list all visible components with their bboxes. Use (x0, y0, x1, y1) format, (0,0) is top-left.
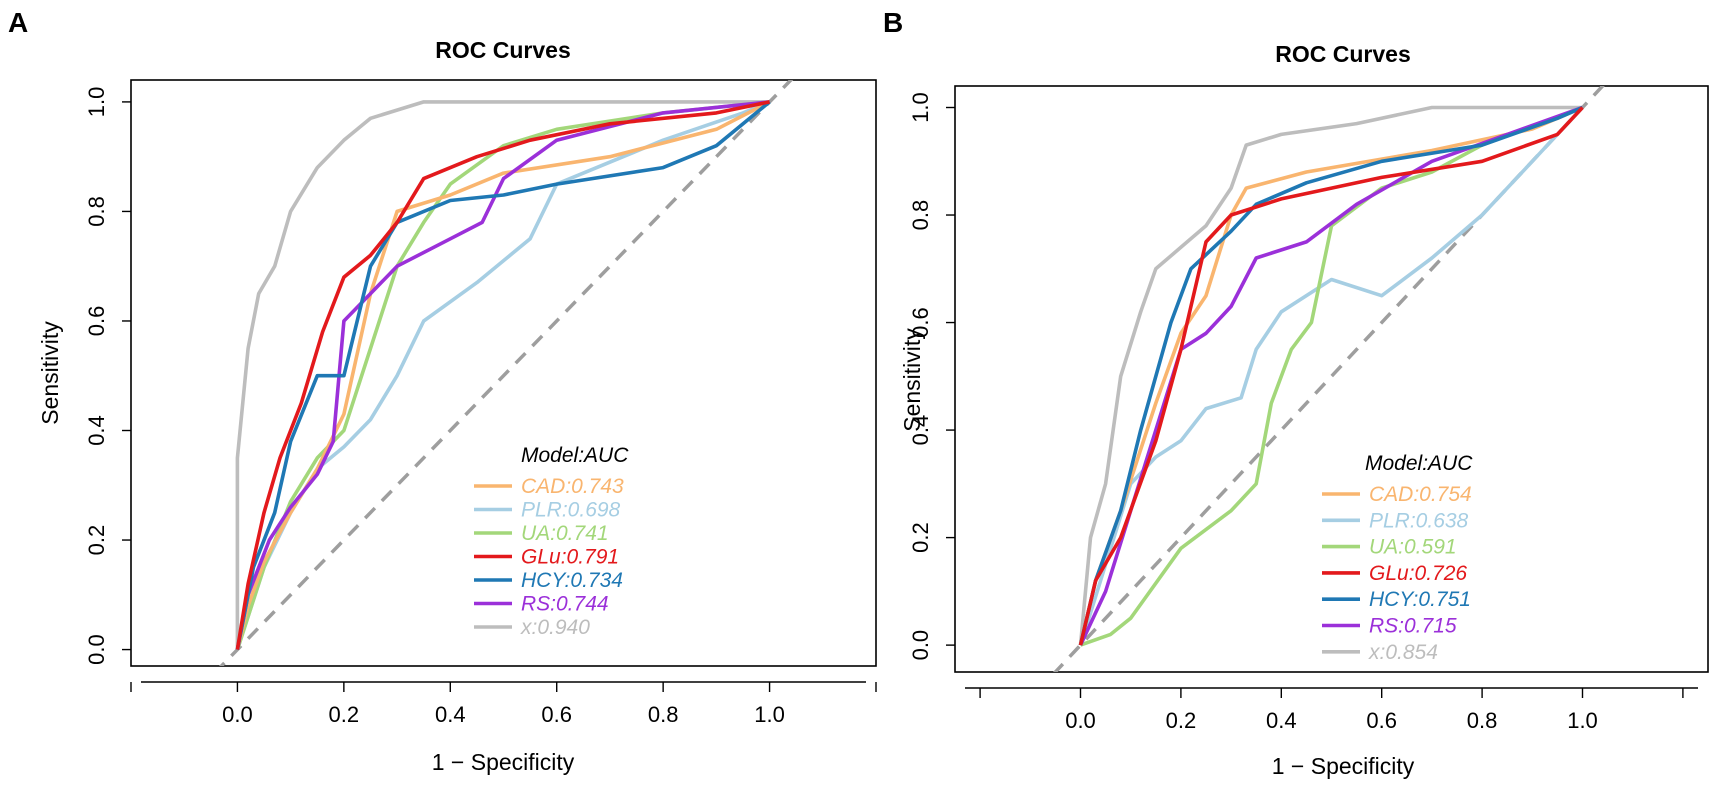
panel-a-curve-rs (235, 100, 770, 650)
panel-a-ytick-label: 0.2 (84, 525, 109, 556)
panel-b-label: B (883, 7, 903, 38)
panel-a-curve-x (235, 100, 770, 650)
panel-b-xtick-label: 0.8 (1467, 708, 1498, 733)
panel-b-ytick-label: 0.0 (908, 630, 933, 661)
panel-a-legend-label-glu: GLu:0.791 (521, 546, 619, 569)
panel-a-xtick-label: 1.0 (754, 702, 785, 727)
panel-a-ytick-label: 0.8 (84, 196, 109, 227)
panel-a-title: ROC Curves (435, 37, 570, 63)
panel-a-label: A (8, 7, 28, 38)
panel-b: B ROC Curves 1 − Specificity Sensitivity… (883, 7, 1709, 779)
panel-a-xtick-label: 0.8 (648, 702, 679, 727)
panel-a-xlabel: 1 − Specificity (432, 749, 575, 775)
panel-b-xticks: 0.0 0.2 0.4 0.6 0.8 1.0 (965, 687, 1698, 733)
panel-a-legend-label-rs: RS:0.744 (521, 593, 609, 616)
panel-a-legend-title: Model:AUC (521, 444, 629, 467)
panel-a-reference-diagonal (219, 80, 794, 666)
panel-a-ytick-label: 0.0 (84, 634, 109, 665)
panel-b-legend-label-ua: UA:0.591 (1369, 536, 1457, 559)
panel-b-legend-label-hcy: HCY:0.751 (1369, 588, 1471, 611)
panel-b-ytick-label: 1.0 (908, 92, 933, 123)
panel-b-ytick-label: 0.8 (908, 200, 933, 231)
panel-a: A ROC Curves 1 − Specificity Sensitivity… (8, 7, 877, 775)
panel-b-curve-x (1078, 105, 1583, 646)
panel-b-plot-frame (954, 85, 1709, 673)
panel-b-legend-label-x: x:0.854 (1368, 641, 1438, 664)
panel-a-ytick-label: 1.0 (84, 87, 109, 118)
panel-a-curves (219, 80, 794, 666)
panel-b-curve-glu (1078, 106, 1584, 646)
panel-b-xlabel: 1 − Specificity (1272, 753, 1415, 779)
panel-b-legend-label-rs: RS:0.715 (1369, 615, 1457, 638)
panel-b-ylabel: Sensitivity (899, 328, 925, 432)
panel-b-xtick-label: 1.0 (1567, 708, 1598, 733)
panel-b-xtick-label: 0.2 (1166, 708, 1197, 733)
panel-a-ylabel: Sensitivity (37, 321, 63, 425)
panel-b-xtick-label: 0.6 (1366, 708, 1397, 733)
panel-a-legend-label-x: x:0.940 (520, 616, 590, 639)
panel-b-xtick-label: 0.0 (1065, 708, 1096, 733)
panel-b-legend-label-cad: CAD:0.754 (1369, 483, 1472, 506)
panel-b-curve-ua (1079, 105, 1584, 647)
panel-b-reference-diagonal (1053, 86, 1605, 672)
panel-b-curve-hcy (1078, 105, 1584, 646)
panel-a-plot-frame (130, 79, 877, 667)
panel-a-curve-hcy (235, 100, 771, 650)
panel-a-ytick-label: 0.4 (84, 415, 109, 446)
panel-a-legend-label-plr: PLR:0.698 (521, 499, 621, 522)
panel-a-legend-label-cad: CAD:0.743 (521, 475, 624, 498)
panel-b-legend-label-glu: GLu:0.726 (1369, 562, 1467, 585)
panel-a-xtick-label: 0.4 (435, 702, 466, 727)
panel-b-ytick-label: 0.2 (908, 522, 933, 553)
panel-b-curves (1053, 86, 1605, 672)
panel-a-xtick-label: 0.6 (541, 702, 572, 727)
panel-a-legend-label-hcy: HCY:0.734 (521, 569, 623, 592)
panel-b-legend: Model:AUC CAD:0.754 PLR:0.638 UA:0.591 GLu:… (1322, 452, 1473, 664)
panel-b-curve-plr (1078, 106, 1584, 646)
panel-a-legend: Model:AUC CAD:0.743PLR:0.698UA:0.741GLu:… (474, 444, 629, 639)
panel-a-legend-label-ua: UA:0.741 (521, 522, 609, 545)
panel-a-xticks: 0.0 0.2 0.4 0.6 0.8 1.0 (130, 681, 877, 727)
panel-a-xtick-label: 0.2 (329, 702, 360, 727)
panel-b-yticks: 0.0 0.2 0.4 0.6 0.8 1.0 (908, 92, 955, 660)
panel-b-title: ROC Curves (1275, 41, 1410, 67)
panel-b-ytick-label: 0.6 (908, 307, 933, 338)
panel-b-legend-label-plr: PLR:0.638 (1369, 509, 1469, 532)
panel-b-ytick-label: 0.4 (908, 415, 933, 446)
panel-a-ytick-label: 0.6 (84, 306, 109, 337)
panel-a-yticks: 0.0 0.2 0.4 0.6 0.8 1.0 (84, 87, 131, 665)
panel-b-legend-title: Model:AUC (1365, 452, 1473, 475)
panel-a-xtick-label: 0.0 (222, 702, 253, 727)
panel-a-curve-glu (235, 100, 770, 650)
panel-b-xtick-label: 0.4 (1266, 708, 1297, 733)
